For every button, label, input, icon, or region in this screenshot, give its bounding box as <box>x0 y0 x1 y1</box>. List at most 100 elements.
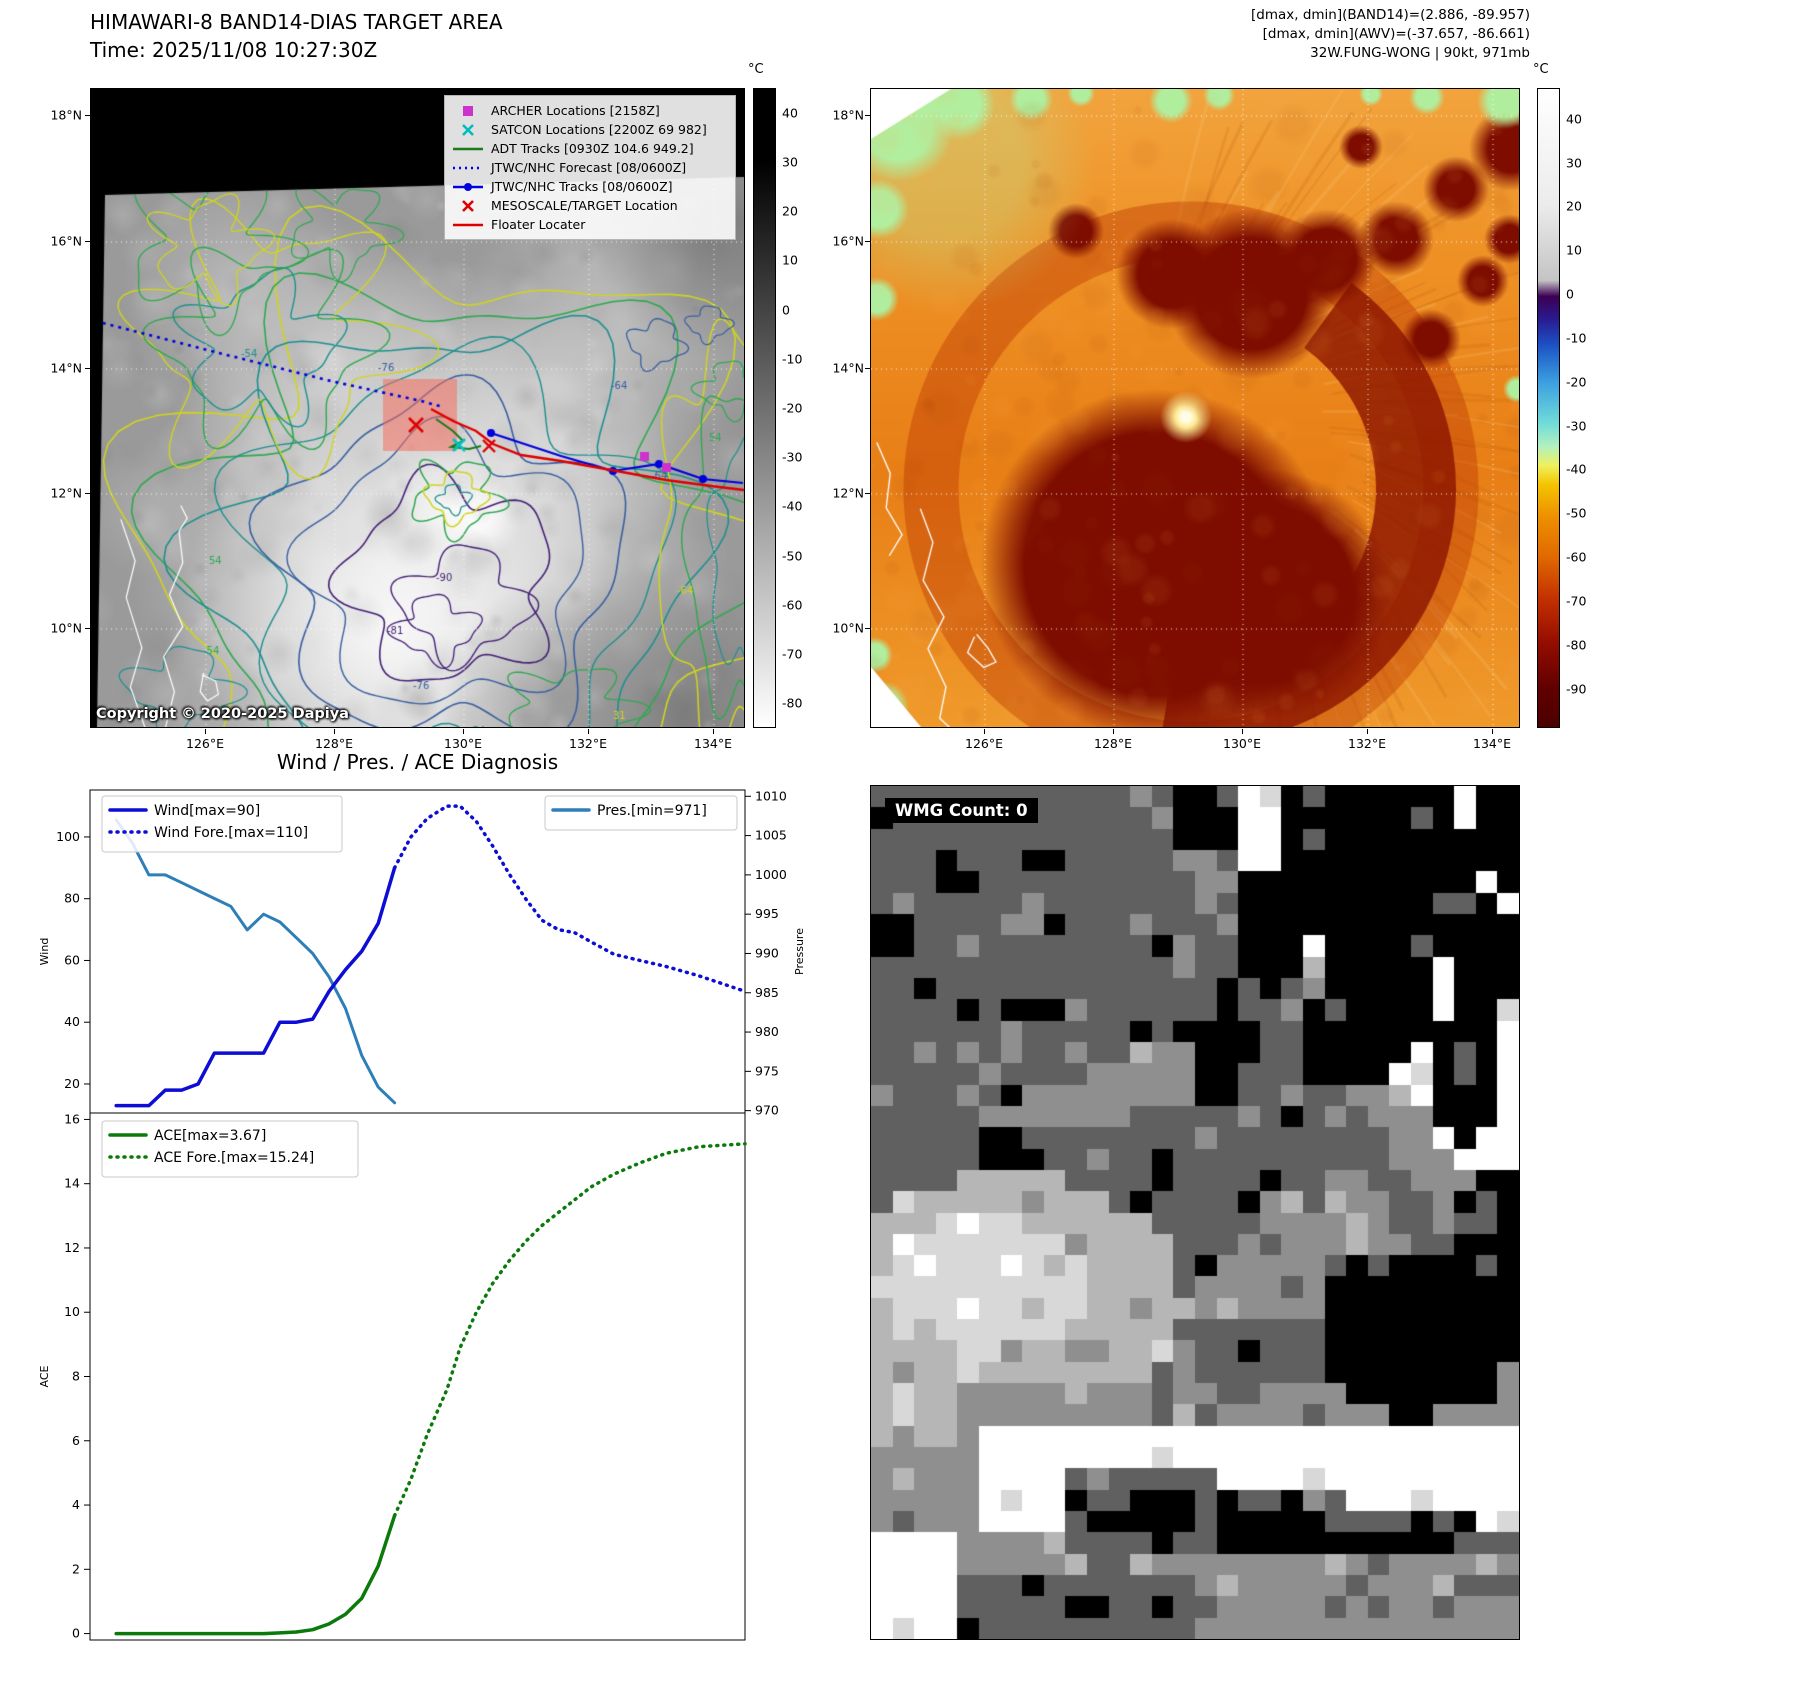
svg-text:8: 8 <box>72 1369 80 1384</box>
svg-text:970: 970 <box>755 1103 779 1118</box>
band14-colorbar-tick: 20 <box>782 203 798 219</box>
awv-colorbar-tick: -90 <box>1566 681 1587 697</box>
svg-text:4: 4 <box>72 1497 80 1512</box>
band14-colorbar-tick: -50 <box>782 548 803 564</box>
legend-item: JTWC/NHC Tracks [08/0600Z] <box>451 177 729 196</box>
awv-colorbar-tick: -70 <box>1566 593 1587 609</box>
band14-colorbar-tick: -10 <box>782 351 803 367</box>
awv-y-tick: 14°N <box>832 360 864 376</box>
svg-text:Pressure: Pressure <box>793 928 806 975</box>
svg-text:0: 0 <box>72 1626 80 1641</box>
svg-text:985: 985 <box>755 985 779 1000</box>
band14-colorbar-unit: °C <box>748 62 764 77</box>
awv-y-tick: 18°N <box>832 107 864 123</box>
awv-satellite-image <box>871 89 1519 727</box>
awv-x-tick: 128°E <box>1093 736 1133 751</box>
svg-text:1010: 1010 <box>755 788 787 803</box>
svg-text:ACE: ACE <box>38 1365 51 1387</box>
awv-colorbar-tick: 20 <box>1566 198 1582 214</box>
awv-y-tickmark <box>865 368 870 369</box>
band14-y-tickmark <box>85 368 90 369</box>
awv-colorbar-tick: -50 <box>1566 505 1587 521</box>
band14-x-tickmark <box>334 729 335 734</box>
awv-x-tick: 134°E <box>1472 736 1512 751</box>
red-line-icon <box>453 223 483 226</box>
awv-y-tickmark <box>865 115 870 116</box>
legend-item: Floater Locater <box>451 215 729 234</box>
awv-y-tick: 12°N <box>832 485 864 501</box>
awv-x-tickmark <box>1113 729 1114 734</box>
awv-x-tickmark <box>984 729 985 734</box>
awv-colorbar-unit: °C <box>1533 62 1549 77</box>
svg-text:1005: 1005 <box>755 828 787 843</box>
red-x-icon <box>462 199 474 212</box>
svg-text:60: 60 <box>64 952 80 967</box>
cyan-x-icon <box>462 123 474 136</box>
svg-text:2: 2 <box>72 1561 80 1576</box>
svg-text:975: 975 <box>755 1063 779 1078</box>
diagnosis-chart: 2040608010097097598098599099510001005101… <box>38 788 806 1641</box>
storm-id-intensity: 32W.FUNG-WONG | 90kt, 971mb <box>1310 45 1530 61</box>
band14-x-tick: 134°E <box>693 736 733 751</box>
svg-text:6: 6 <box>72 1433 80 1448</box>
svg-text:1000: 1000 <box>755 867 787 882</box>
awv-x-tick: 126°E <box>964 736 1004 751</box>
band14-colorbar-tick: -30 <box>782 449 803 465</box>
legend-item: ARCHER Locations [2158Z] <box>451 101 729 120</box>
wmg-panel: WMG Count: 0 <box>870 785 1520 1640</box>
band14-x-tick: 130°E <box>443 736 483 751</box>
dmax-dmin-band14-readout: [dmax, dmin](BAND14)=(2.886, -89.957) <box>1250 7 1530 23</box>
band14-y-tick: 12°N <box>50 485 82 501</box>
dmax-dmin-awv-readout: [dmax, dmin](AWV)=(-37.657, -86.661) <box>1262 26 1530 42</box>
band14-y-tick: 10°N <box>50 620 82 636</box>
awv-y-tickmark <box>865 493 870 494</box>
svg-text:Wind[max=90]: Wind[max=90] <box>154 803 260 819</box>
band14-x-tick: 126°E <box>185 736 225 751</box>
svg-text:995: 995 <box>755 906 779 921</box>
svg-text:ACE Fore.[max=15.24]: ACE Fore.[max=15.24] <box>154 1150 314 1166</box>
band14-title: HIMAWARI-8 BAND14-DIAS TARGET AREA <box>90 10 503 34</box>
legend-item: JTWC/NHC Forecast [08/0600Z] <box>451 158 729 177</box>
band14-colorbar <box>753 88 776 728</box>
band14-x-tickmark <box>713 729 714 734</box>
band14-timestamp: Time: 2025/11/08 10:27:30Z <box>90 38 378 62</box>
awv-colorbar-tick: -40 <box>1566 461 1587 477</box>
awv-map <box>870 88 1520 728</box>
band14-colorbar-tick: 0 <box>782 302 790 318</box>
wmg-count-image <box>871 786 1519 1639</box>
band14-y-tickmark <box>85 628 90 629</box>
band14-x-tickmark <box>588 729 589 734</box>
svg-text:980: 980 <box>755 1024 779 1039</box>
awv-y-tick: 16°N <box>832 233 864 249</box>
awv-x-tickmark <box>1367 729 1368 734</box>
awv-colorbar-tick: -20 <box>1566 374 1587 390</box>
svg-text:Wind: Wind <box>38 938 51 966</box>
copyright-watermark: Copyright © 2020-2025 Dapiya <box>96 706 349 722</box>
legend-item-label: Floater Locater <box>491 217 586 232</box>
legend-item-label: JTWC/NHC Forecast [08/0600Z] <box>491 160 687 175</box>
awv-colorbar-tick: 40 <box>1566 111 1582 127</box>
awv-colorbar-tick: -80 <box>1566 637 1587 653</box>
band14-map: ARCHER Locations [2158Z] SATCON Locations… <box>90 88 745 728</box>
svg-text:ACE[max=3.67]: ACE[max=3.67] <box>154 1128 266 1144</box>
blue-dotted-line-icon <box>453 166 483 169</box>
band14-legend: ARCHER Locations [2158Z] SATCON Locations… <box>444 95 736 240</box>
blue-line-dot-icon <box>453 182 483 191</box>
band14-colorbar-tick: -80 <box>782 695 803 711</box>
svg-text:20: 20 <box>64 1076 80 1091</box>
awv-colorbar-tick: 0 <box>1566 286 1574 302</box>
band14-x-tickmark <box>463 729 464 734</box>
green-line-icon <box>453 147 483 150</box>
band14-colorbar-tick: 30 <box>782 154 798 170</box>
awv-colorbar-tick: -60 <box>1566 549 1587 565</box>
band14-colorbar-tick: -60 <box>782 597 803 613</box>
awv-y-tick: 10°N <box>832 620 864 636</box>
band14-y-tickmark <box>85 115 90 116</box>
diagnosis-title: Wind / Pres. / ACE Diagnosis <box>276 750 559 774</box>
legend-item-label: MESOSCALE/TARGET Location <box>491 198 678 213</box>
svg-text:Pres.[min=971]: Pres.[min=971] <box>597 803 707 819</box>
awv-x-tickmark <box>1242 729 1243 734</box>
legend-item: MESOSCALE/TARGET Location <box>451 196 729 215</box>
awv-y-tickmark <box>865 241 870 242</box>
